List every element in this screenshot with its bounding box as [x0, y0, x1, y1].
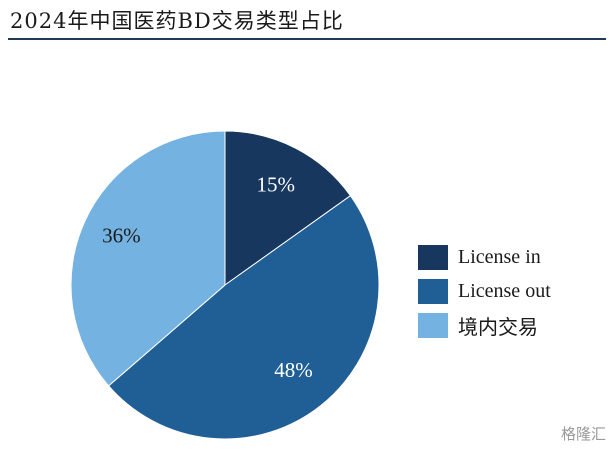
pie-data-label-1: 48% — [274, 358, 313, 382]
legend-item-domestic: 境内交易 — [418, 308, 551, 342]
legend-swatch-domestic — [418, 312, 448, 338]
legend-label-domestic: 境内交易 — [458, 316, 538, 339]
pie-data-label-2: 36% — [102, 223, 141, 247]
legend-item-license-out: License out — [418, 274, 551, 308]
pie-slice-1 — [107, 194, 380, 440]
legend: License in License out 境内交易 — [418, 240, 551, 342]
pie-slice-0 — [224, 130, 352, 286]
legend-label-license-in: License in — [458, 245, 541, 268]
title-divider — [8, 38, 606, 40]
legend-swatch-license-in — [418, 244, 448, 270]
legend-swatch-license-out — [418, 278, 448, 304]
chart-title: 2024年中国医药BD交易类型占比 — [10, 9, 344, 33]
legend-item-license-in: License in — [418, 240, 551, 274]
watermark-text: 格隆汇 — [560, 425, 606, 443]
pie-data-label-0: 15% — [257, 172, 296, 196]
pie-slice-2 — [70, 130, 226, 387]
legend-label-license-out: License out — [458, 279, 551, 302]
